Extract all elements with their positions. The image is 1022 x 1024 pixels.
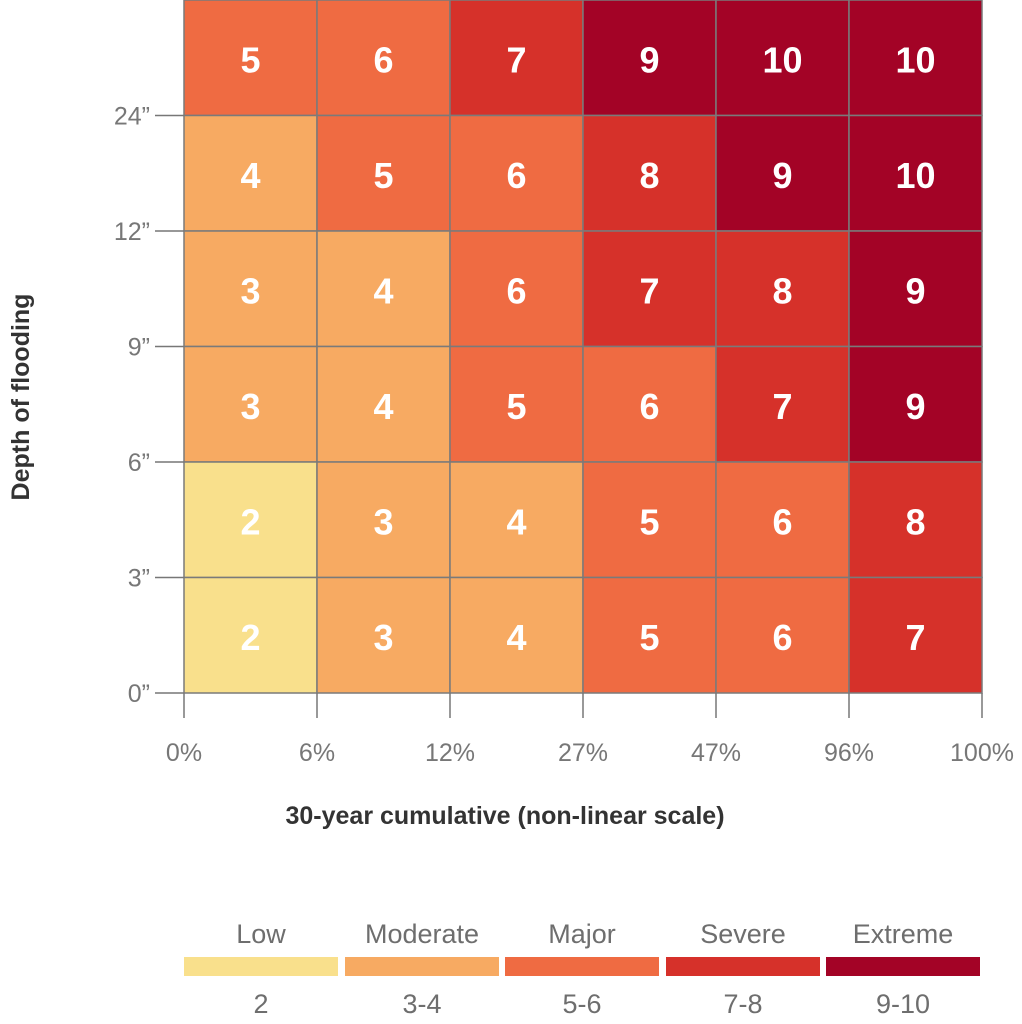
heatmap-cell [449, 0, 584, 117]
cell-value-label: 5 [240, 39, 260, 80]
heatmap-cell [582, 0, 717, 117]
cell-value-label: 5 [639, 501, 659, 542]
heatmap-cell [715, 576, 850, 694]
legend-range: 2 [253, 989, 268, 1019]
heatmap-cell [582, 114, 717, 232]
legend-range: 7-8 [723, 989, 762, 1019]
cell-value-label: 7 [905, 617, 925, 658]
x-tick-label: 100% [950, 739, 1014, 767]
x-tick-label: 27% [558, 739, 608, 767]
cell-value-label: 8 [905, 501, 925, 542]
heatmap-cell [449, 576, 584, 694]
heatmap-cell [715, 0, 850, 117]
x-axis-title: 30-year cumulative (non-linear scale) [285, 802, 724, 830]
x-tick-label: 47% [691, 739, 741, 767]
heatmap-cell [183, 230, 318, 348]
heatmap-cell [183, 114, 318, 232]
y-tick-label: 24” [114, 103, 150, 131]
cell-value-label: 8 [639, 155, 659, 196]
legend-label: Moderate [365, 919, 479, 949]
heatmap-cell [848, 345, 983, 463]
legend-range: 5-6 [562, 989, 601, 1019]
heatmap-cell [316, 576, 451, 694]
heatmap-cell [449, 461, 584, 579]
cell-value-label: 10 [895, 155, 935, 196]
heatmap-cell [183, 345, 318, 463]
legend-label: Severe [700, 919, 786, 949]
heatmap-cell [848, 576, 983, 694]
cell-value-label: 4 [506, 501, 526, 542]
y-tick-label: 12” [114, 218, 150, 246]
heatmap-cell [848, 114, 983, 232]
cell-value-label: 9 [905, 270, 925, 311]
cell-value-label: 4 [506, 617, 526, 658]
cell-value-label: 9 [772, 155, 792, 196]
heatmap-cell [316, 114, 451, 232]
cell-value-label: 2 [240, 501, 260, 542]
cell-value-label: 5 [506, 386, 526, 427]
y-tick-label: 9” [128, 334, 150, 362]
heatmap-cell [449, 114, 584, 232]
y-axis-title: Depth of flooding [7, 294, 35, 501]
legend-range: 9-10 [876, 989, 930, 1019]
heatmap-cell [183, 461, 318, 579]
cell-value-label: 5 [373, 155, 393, 196]
cell-value-label: 7 [639, 270, 659, 311]
heatmap-cell [316, 0, 451, 117]
cell-value-label: 10 [895, 39, 935, 80]
cell-value-label: 9 [905, 386, 925, 427]
heatmap-cell [848, 0, 983, 117]
heatmap-cell [316, 345, 451, 463]
cell-value-label: 3 [240, 270, 260, 311]
cell-value-label: 3 [373, 617, 393, 658]
cell-value-label: 4 [373, 270, 393, 311]
heatmap-cell [582, 576, 717, 694]
heatmap-cell [449, 230, 584, 348]
legend-label: Major [548, 919, 616, 949]
heatmap-cell [449, 345, 584, 463]
cell-value-label: 6 [506, 155, 526, 196]
legend-label: Extreme [853, 919, 954, 949]
cell-value-label: 3 [240, 386, 260, 427]
cell-value-label: 3 [373, 501, 393, 542]
legend-swatch [345, 957, 499, 976]
heatmap-cell [582, 345, 717, 463]
legend-swatch [666, 957, 820, 976]
cell-value-label: 6 [373, 39, 393, 80]
cell-value-label: 6 [772, 501, 792, 542]
legend-swatch [505, 957, 659, 976]
heatmap-cell [848, 230, 983, 348]
legend-range: 3-4 [402, 989, 441, 1019]
x-tick-label: 96% [824, 739, 874, 767]
legend-swatch [826, 957, 980, 976]
cell-value-label: 10 [762, 39, 802, 80]
heatmap-cell [715, 345, 850, 463]
cell-value-label: 6 [639, 386, 659, 427]
heatmap-cell [715, 230, 850, 348]
heatmap-cell [848, 461, 983, 579]
y-tick-label: 0” [128, 680, 150, 708]
heatmap-cell [316, 461, 451, 579]
cell-value-label: 7 [506, 39, 526, 80]
y-tick-label: 3” [128, 565, 150, 593]
cell-value-label: 5 [639, 617, 659, 658]
cell-value-label: 6 [772, 617, 792, 658]
cell-value-label: 8 [772, 270, 792, 311]
x-tick-label: 0% [166, 739, 202, 767]
cell-value-label: 4 [240, 155, 260, 196]
legend-label: Low [236, 919, 286, 949]
cell-value-label: 7 [772, 386, 792, 427]
cell-value-label: 2 [240, 617, 260, 658]
heatmap-cell [183, 0, 318, 117]
cell-value-label: 6 [506, 270, 526, 311]
x-tick-label: 12% [425, 739, 475, 767]
heatmap-cell [316, 230, 451, 348]
y-tick-label: 6” [128, 449, 150, 477]
x-tick-label: 6% [299, 739, 335, 767]
cell-value-label: 4 [373, 386, 393, 427]
cell-value-label: 9 [639, 39, 659, 80]
heatmap-cell [582, 230, 717, 348]
legend-swatch [184, 957, 338, 976]
